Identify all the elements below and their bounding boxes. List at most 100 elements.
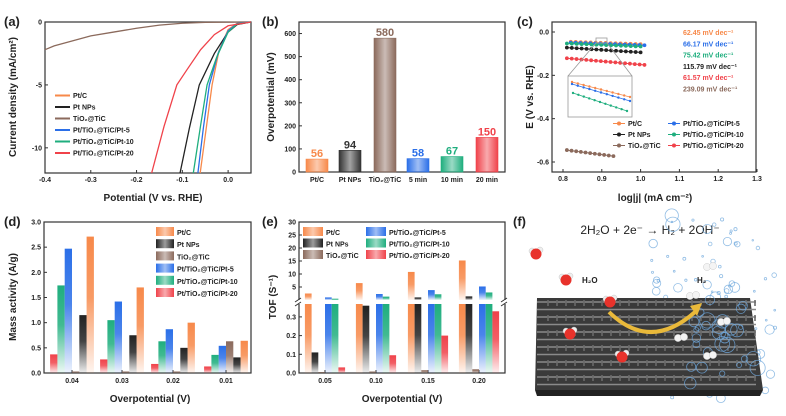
bar-upper-segment — [414, 297, 422, 300]
bar — [492, 311, 500, 373]
legend-swatch — [156, 239, 174, 249]
gas-bubble — [722, 236, 733, 247]
reaction-arrow — [607, 310, 697, 334]
gas-bubble — [773, 325, 777, 330]
gas-bubble — [729, 232, 732, 235]
legend-marker — [672, 132, 676, 137]
gas-bubble — [670, 395, 675, 400]
y-axis-label: E (V vs. RHE) — [525, 65, 536, 128]
water-molecule-icon — [614, 349, 630, 363]
data-point — [604, 48, 609, 53]
legend-label: Pt/TiO₂@TiC/Pt-5 — [683, 121, 740, 128]
panel-b-overpotential-chart: 0 100 200 300 400 500 600 56 Pt/C 94 Pt NPs 580 TiO₂… — [266, 21, 506, 184]
x-tick-label: 0.8 — [558, 176, 568, 183]
x-tick-label: 0.10 — [369, 378, 383, 385]
inset-point — [582, 95, 585, 98]
data-point — [628, 49, 633, 54]
gas-bubble — [720, 217, 725, 222]
y-tick-label: 200 — [284, 123, 296, 130]
x-tick-label: 1.1 — [675, 176, 685, 183]
bar — [389, 355, 397, 373]
gas-bubble — [765, 369, 776, 379]
y-tick-label: 0.3 — [286, 314, 296, 321]
data-point — [564, 41, 569, 46]
inset-point — [582, 83, 585, 87]
bar — [331, 304, 339, 373]
gas-bubble — [738, 300, 748, 311]
gas-bubble — [651, 270, 654, 274]
y-tick-label: 15 — [288, 259, 296, 266]
data-point — [613, 60, 618, 65]
x-tick-label: 10 min — [441, 177, 463, 184]
bar — [458, 304, 466, 373]
x-tick-label: 0.04 — [65, 378, 79, 385]
data-point — [592, 151, 597, 156]
water-molecule-icon — [528, 246, 544, 260]
inset-point — [617, 92, 620, 96]
panel-c-tafel-chart: 0.8 0.9 1.0 1.1 1.2 1.3 0.0 -0.2 -0.4 -0.6 Pt/C Pt … — [525, 21, 762, 204]
bar — [376, 304, 383, 373]
bar — [362, 305, 370, 373]
gas-bubble — [763, 277, 768, 281]
gas-bubble — [751, 239, 754, 242]
bar — [72, 371, 80, 373]
data-point — [597, 152, 602, 157]
bar — [441, 335, 449, 373]
y-tick-label: 30 — [288, 220, 296, 227]
tafel-slope-label: 62.45 mV dec⁻¹ — [683, 30, 734, 37]
axis-break-mark — [294, 297, 302, 303]
x-tick-label: 0.03 — [115, 378, 129, 385]
mesh-edge — [535, 390, 763, 396]
bar — [151, 363, 159, 373]
y-tick-label: 2.5 — [31, 245, 41, 252]
arrow-head-icon — [690, 303, 702, 316]
data-point — [638, 44, 643, 49]
inset-point — [570, 82, 574, 86]
series-line — [151, 21, 252, 174]
axis-break-gap — [295, 300, 509, 304]
bar-upper-segment — [304, 293, 312, 300]
gas-bubble — [729, 229, 733, 233]
legend-label: TiO₂@TiC — [628, 143, 661, 150]
bar — [355, 304, 363, 373]
data-point — [614, 48, 618, 53]
inset-point — [599, 88, 603, 91]
bar — [472, 369, 479, 373]
inset-point — [576, 82, 579, 85]
x-tick-label: 0.02 — [166, 378, 180, 385]
data-point — [569, 148, 574, 153]
tafel-slope-label: 61.57 mV dec⁻¹ — [683, 75, 734, 82]
gas-bubble — [764, 318, 768, 322]
bar-upper-segment — [325, 297, 332, 300]
legend-marker — [672, 143, 676, 148]
data-point — [569, 56, 574, 61]
bar — [311, 352, 319, 373]
gas-bubble — [723, 288, 730, 294]
zoom-connector — [567, 42, 597, 77]
y-tick-label: 0.5 — [31, 345, 41, 352]
inset-point — [599, 91, 603, 94]
inset-point — [628, 95, 632, 99]
legend-label: TiO₂@TiC — [177, 254, 210, 261]
gas-bubble — [728, 280, 736, 287]
data-point — [623, 44, 628, 48]
x-tick-label: 1.2 — [713, 176, 723, 183]
inset-point — [605, 89, 608, 93]
x-tick-label: 0.0 — [223, 177, 233, 184]
gas-bubble — [682, 256, 687, 261]
legend-label: Pt/TiO₂@TiC/Pt-5 — [389, 230, 446, 237]
gas-bubble — [725, 323, 738, 336]
gas-bubble — [773, 308, 777, 312]
panel-label: (f) — [513, 214, 526, 229]
gas-bubble — [694, 324, 701, 331]
y-axis-label: Current density (mA/cm²) — [8, 37, 19, 157]
legend-label: Pt/C — [326, 230, 340, 237]
inset-point — [605, 93, 608, 96]
bar — [479, 304, 486, 373]
data-point — [599, 47, 604, 52]
bar — [158, 341, 166, 373]
gas-bubble — [738, 324, 744, 330]
bar — [129, 335, 137, 373]
gas-bubble — [665, 216, 681, 232]
legend-label: TiO₂@TiC — [326, 253, 359, 260]
